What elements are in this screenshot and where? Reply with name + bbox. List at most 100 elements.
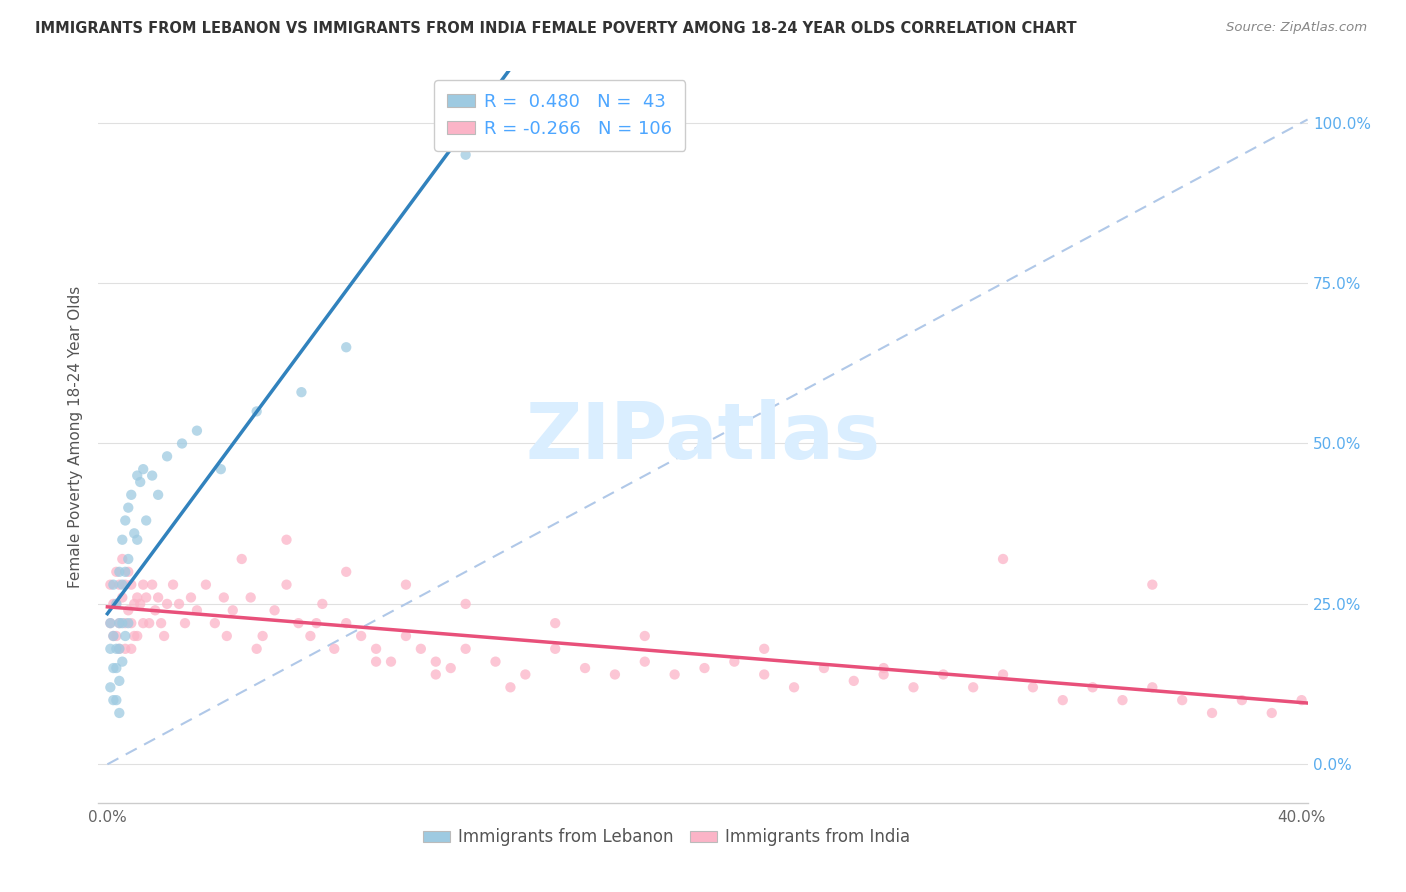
Point	[842, 673, 865, 688]
Point	[1052, 693, 1074, 707]
Point	[108, 565, 131, 579]
Point	[108, 706, 131, 720]
Point	[440, 661, 463, 675]
Point	[544, 616, 567, 631]
Point	[335, 565, 357, 579]
Point	[872, 661, 894, 675]
Text: IMMIGRANTS FROM LEBANON VS IMMIGRANTS FROM INDIA FEMALE POVERTY AMONG 18-24 YEAR: IMMIGRANTS FROM LEBANON VS IMMIGRANTS FR…	[35, 21, 1077, 36]
Point	[117, 603, 139, 617]
Point	[98, 616, 121, 631]
Point	[105, 565, 128, 579]
Point	[634, 655, 657, 669]
Point	[380, 655, 402, 669]
Point	[991, 667, 1014, 681]
Y-axis label: Female Poverty Among 18-24 Year Olds: Female Poverty Among 18-24 Year Olds	[67, 286, 83, 588]
Point	[364, 655, 387, 669]
Point	[174, 616, 197, 631]
Point	[1022, 681, 1045, 695]
Point	[246, 641, 269, 656]
Point	[603, 667, 626, 681]
Text: Source: ZipAtlas.com: Source: ZipAtlas.com	[1226, 21, 1367, 34]
Text: ZIPatlas: ZIPatlas	[526, 399, 880, 475]
Point	[1201, 706, 1223, 720]
Point	[120, 577, 142, 591]
Point	[395, 629, 418, 643]
Point	[932, 667, 955, 681]
Point	[98, 616, 121, 631]
Point	[1291, 693, 1313, 707]
Point	[105, 597, 128, 611]
Point	[162, 577, 184, 591]
Point	[103, 577, 125, 591]
Point	[212, 591, 235, 605]
Point	[103, 629, 125, 643]
Point	[425, 667, 447, 681]
Point	[122, 629, 145, 643]
Point	[111, 655, 134, 669]
Point	[170, 436, 193, 450]
Point	[132, 577, 155, 591]
Point	[215, 629, 238, 643]
Point	[141, 577, 163, 591]
Point	[454, 641, 477, 656]
Point	[108, 641, 131, 656]
Point	[105, 629, 128, 643]
Point	[146, 488, 169, 502]
Point	[127, 533, 149, 547]
Point	[156, 450, 179, 464]
Point	[105, 597, 128, 611]
Point	[484, 655, 506, 669]
Point	[872, 667, 894, 681]
Point	[111, 591, 134, 605]
Point	[186, 424, 208, 438]
Point	[117, 552, 139, 566]
Point	[180, 591, 202, 605]
Point	[1142, 577, 1164, 591]
Point	[222, 603, 245, 617]
Point	[287, 616, 309, 631]
Legend: Immigrants from Lebanon, Immigrants from India: Immigrants from Lebanon, Immigrants from…	[416, 822, 917, 853]
Point	[153, 629, 176, 643]
Point	[108, 641, 131, 656]
Point	[311, 597, 333, 611]
Point	[135, 514, 157, 528]
Point	[335, 340, 357, 354]
Point	[693, 661, 716, 675]
Point	[425, 655, 447, 669]
Point	[991, 552, 1014, 566]
Point	[120, 616, 142, 631]
Point	[167, 597, 190, 611]
Point	[783, 681, 806, 695]
Point	[1261, 706, 1284, 720]
Point	[122, 597, 145, 611]
Point	[409, 641, 432, 656]
Point	[114, 616, 136, 631]
Point	[499, 681, 522, 695]
Point	[664, 667, 686, 681]
Point	[204, 616, 226, 631]
Point	[127, 591, 149, 605]
Point	[117, 565, 139, 579]
Point	[323, 641, 346, 656]
Point	[335, 616, 357, 631]
Point	[132, 616, 155, 631]
Point	[209, 462, 232, 476]
Point	[138, 616, 160, 631]
Point	[129, 597, 152, 611]
Point	[454, 148, 477, 162]
Point	[103, 629, 125, 643]
Point	[141, 468, 163, 483]
Point	[103, 693, 125, 707]
Point	[544, 641, 567, 656]
Point	[276, 533, 298, 547]
Point	[114, 629, 136, 643]
Point	[127, 629, 149, 643]
Point	[146, 591, 169, 605]
Point	[111, 533, 134, 547]
Point	[1171, 693, 1194, 707]
Point	[117, 616, 139, 631]
Point	[117, 500, 139, 515]
Point	[246, 404, 269, 418]
Point	[252, 629, 274, 643]
Point	[114, 514, 136, 528]
